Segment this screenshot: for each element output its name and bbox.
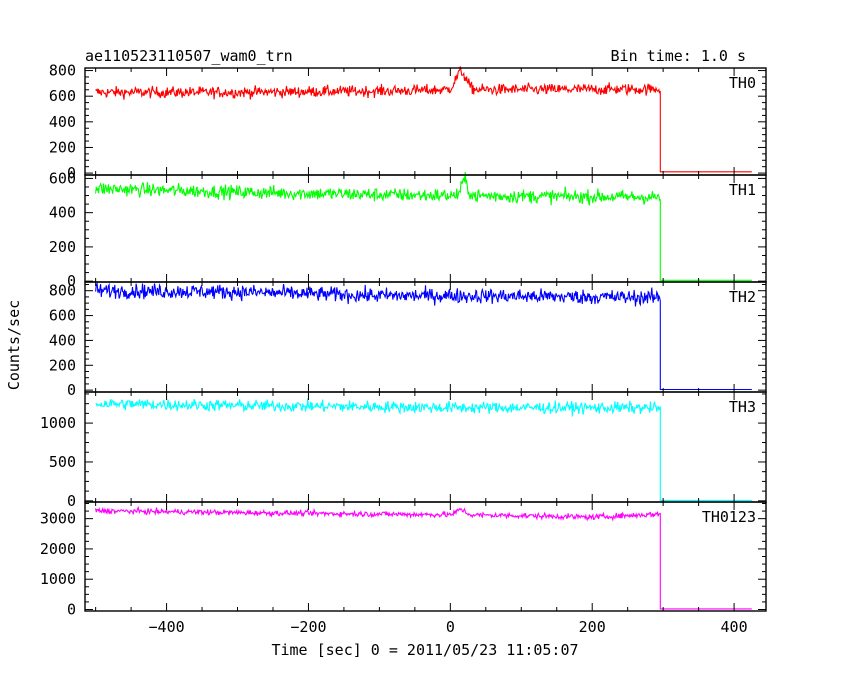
panel-label: TH0123: [702, 508, 756, 526]
panel-th3: 0 500 1000 TH3: [40, 391, 767, 510]
x-tick-label: 200: [579, 618, 606, 636]
y-tick-label: 2000: [40, 540, 76, 558]
y-tick-label: 600: [49, 307, 76, 325]
series-line-th3: [95, 398, 752, 501]
panel-label: TH1: [729, 181, 756, 199]
x-tick-label: 400: [721, 618, 748, 636]
panel-label: TH2: [729, 288, 756, 306]
y-tick-label: 200: [49, 356, 76, 374]
y-tick-label: 600: [49, 169, 76, 187]
x-tick-label: −200: [290, 618, 326, 636]
panel-th2: 0 200 400 600 800 TH2: [49, 281, 767, 399]
panel-th0: 0 200 400 600 800 TH0: [49, 62, 767, 182]
series-line-th1: [95, 171, 752, 281]
y-tick-label: 0: [67, 381, 76, 399]
bin-time-label: Bin time: 1.0 s: [611, 47, 746, 65]
y-tick-label: 200: [49, 138, 76, 156]
y-tick-label: 0: [67, 492, 76, 510]
panel-label: TH3: [729, 398, 756, 416]
x-tick-label: −400: [149, 618, 185, 636]
y-tick-label: 0: [67, 272, 76, 290]
y-tick-label: 1000: [40, 414, 76, 432]
y-tick-label: 0: [67, 164, 76, 182]
y-tick-label: 800: [49, 282, 76, 300]
y-tick-label: 200: [49, 238, 76, 256]
series-line-th2: [95, 281, 752, 391]
panel-frame: [84, 281, 767, 393]
y-tick-label: 0: [67, 600, 76, 618]
x-axis-label: Time [sec] 0 = 2011/05/23 11:05:07: [271, 641, 578, 659]
chart-title: ae110523110507_wam0_trn: [85, 47, 293, 65]
series-line-th0123: [95, 505, 752, 610]
panel-th0123: 0 1000 2000 3000 TH0123: [40, 501, 767, 618]
y-tick-label: 400: [49, 113, 76, 131]
y-axis-label: Counts/sec: [5, 300, 23, 390]
panels: 0 200 400 600 800 TH0 0 200 400 600 TH1 0 200 400 600 8…: [40, 62, 767, 618]
y-tick-label: 500: [49, 453, 76, 471]
panel-th1: 0 200 400 600 TH1: [49, 169, 767, 290]
x-axis: −400 −200 0 200 400: [149, 618, 748, 636]
x-tick-label: 0: [446, 618, 455, 636]
y-tick-label: 400: [49, 204, 76, 222]
y-tick-label: 600: [49, 87, 76, 105]
y-tick-label: 400: [49, 331, 76, 349]
panel-frame: [84, 501, 767, 612]
panel-frame: [84, 67, 767, 176]
y-tick-label: 3000: [40, 510, 76, 528]
y-tick-label: 1000: [40, 570, 76, 588]
series-line-th0: [95, 66, 752, 173]
y-tick-label: 800: [49, 62, 76, 80]
panel-label: TH0: [729, 74, 756, 92]
